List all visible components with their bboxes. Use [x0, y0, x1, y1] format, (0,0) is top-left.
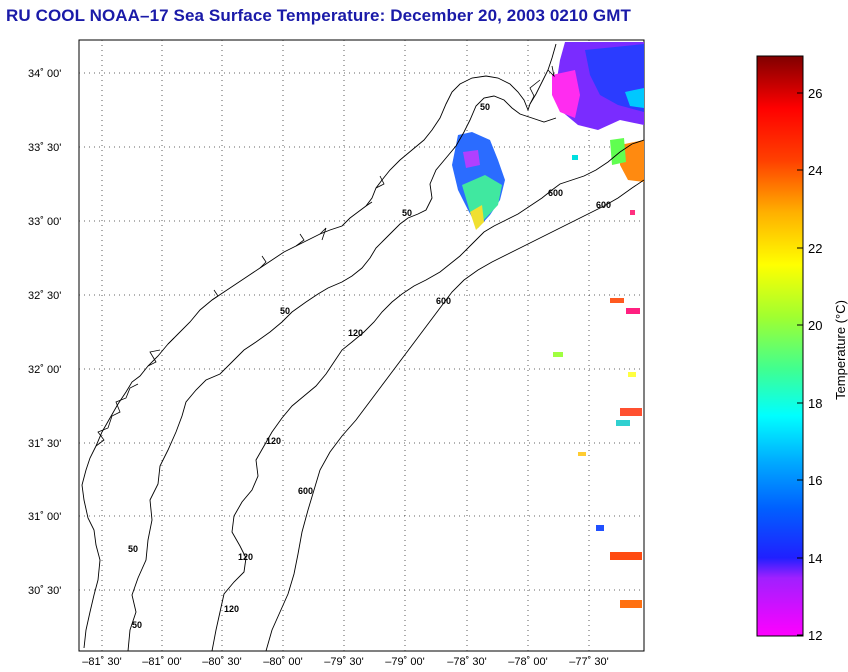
colorbar-axis-label: Temperature (°C) — [833, 300, 848, 400]
colorbar-tick-label: 16 — [808, 473, 822, 488]
colorbar-tick-label: 20 — [808, 318, 822, 333]
contour-label: 50 — [280, 306, 290, 316]
contour-label: 50 — [132, 620, 142, 630]
colorbar-tick-label: 26 — [808, 86, 822, 101]
sst-speck-1 — [610, 298, 624, 303]
lon-tick-label: –78˚ 00' — [508, 656, 547, 668]
colorbar-tick-label: 22 — [808, 241, 822, 256]
isobath-600m — [265, 179, 644, 651]
sst-speck-8 — [596, 525, 604, 531]
lat-tick-label: 32˚ 30' — [28, 290, 61, 302]
lat-tick-label: 30˚ 30' — [28, 585, 61, 597]
sst-patch-gulfstream-green — [610, 138, 626, 165]
contour-label: 50 — [480, 102, 490, 112]
lon-tick-label: –79˚ 00' — [385, 656, 424, 668]
colorbar-ticks — [797, 92, 803, 636]
latitude-axis: 34˚ 00' 33˚ 30' 33˚ 00' 32˚ 30' 32˚ 00' … — [28, 68, 61, 597]
coastline-inlets — [95, 65, 555, 447]
lat-tick-label: 31˚ 30' — [28, 438, 61, 450]
contour-label: 600 — [436, 296, 451, 306]
colorbar-tick-label: 18 — [808, 396, 822, 411]
colorbar-tick-label: 24 — [808, 163, 822, 178]
sst-speck-12 — [630, 210, 635, 215]
isobath-50m — [127, 95, 557, 651]
lon-tick-label: –77˚ 30' — [569, 656, 608, 668]
lat-tick-label: 34˚ 00' — [28, 68, 61, 80]
contour-label: 50 — [402, 208, 412, 218]
contour-label: 600 — [298, 486, 313, 496]
lon-tick-label: –81˚ 00' — [142, 656, 181, 668]
lat-tick-label: 32˚ 00' — [28, 364, 61, 376]
sst-speck-11 — [572, 155, 578, 160]
map-title: RU COOL NOAA–17 Sea Surface Temperature:… — [6, 6, 631, 25]
colorbar: 12 14 16 18 20 22 24 26 Temperature (°C) — [756, 55, 848, 643]
sst-speck-10 — [620, 600, 642, 608]
lon-tick-label: –79˚ 30' — [324, 656, 363, 668]
sst-patch-shelf-magenta — [463, 150, 480, 168]
colorbar-gradient — [756, 55, 804, 637]
sst-patch-shelf-green — [462, 175, 502, 222]
lat-tick-label: 33˚ 00' — [28, 216, 61, 228]
graticule — [79, 40, 644, 651]
colorbar-tick-label: 14 — [808, 551, 822, 566]
sst-speck-7 — [578, 452, 586, 456]
sst-speck-4 — [628, 372, 636, 377]
sst-patch-northeast-magenta — [552, 70, 580, 118]
colorbar-tick-label: 12 — [808, 628, 822, 643]
sst-speck-2 — [626, 308, 640, 314]
contour-label: 600 — [596, 200, 611, 210]
sst-speck-3 — [553, 352, 563, 357]
sst-speck-6 — [616, 420, 630, 426]
sst-patch-gulfstream — [620, 140, 644, 182]
map-frame — [78, 39, 645, 652]
sst-speck-9 — [610, 552, 642, 560]
contour-label: 600 — [548, 188, 563, 198]
lat-tick-label: 33˚ 30' — [28, 142, 61, 154]
contour-label: 50 — [128, 544, 138, 554]
contour-label: 120 — [224, 604, 239, 614]
contour-label: 120 — [238, 552, 253, 562]
isobath-120m — [211, 139, 644, 651]
contour-labels: 50 50 50 50 50 120 120 120 120 600 600 6… — [128, 102, 611, 630]
sst-patch-northeast-cyan — [625, 88, 644, 108]
lon-tick-label: –78˚ 30' — [447, 656, 486, 668]
contour-label: 120 — [348, 328, 363, 338]
lon-tick-label: –81˚ 30' — [82, 656, 121, 668]
sst-patch-shelf-yellow — [470, 205, 484, 230]
lon-tick-label: –80˚ 30' — [202, 656, 241, 668]
sst-data-layer — [452, 42, 644, 608]
contour-label: 120 — [266, 436, 281, 446]
sst-speck-5 — [620, 408, 642, 416]
lon-tick-label: –80˚ 00' — [263, 656, 302, 668]
lat-tick-label: 31˚ 00' — [28, 511, 61, 523]
longitude-axis: –81˚ 30' –81˚ 00' –80˚ 30' –80˚ 00' –79˚… — [82, 656, 608, 668]
